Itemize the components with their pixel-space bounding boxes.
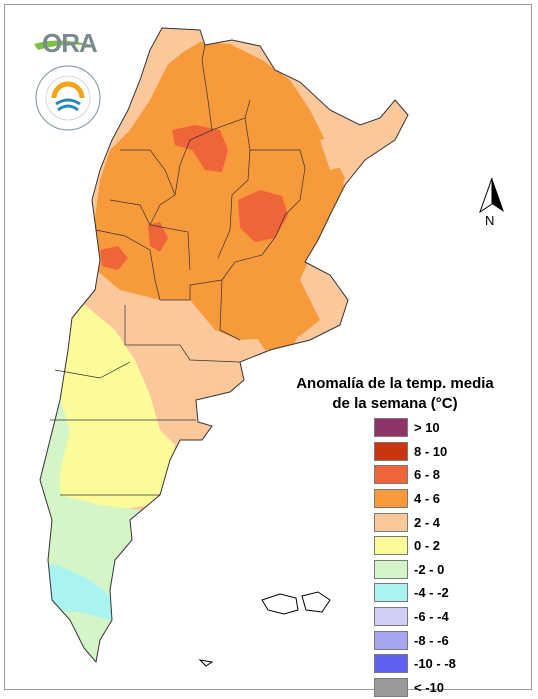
legend: > 10 8 - 10 6 - 8 4 - 6 2 - 4 0 - 2 -2 - 0 -4 -… [374, 416, 494, 699]
legend-item: -2 - 0 [374, 558, 494, 582]
legend-label: 0 - 2 [414, 538, 441, 554]
small-island [198, 659, 214, 667]
legend-item: 4 - 6 [374, 487, 494, 511]
zone-6-8-santa-fe [238, 190, 288, 242]
legend-label: 2 - 4 [414, 514, 441, 530]
zone-0-2-patagonia [45, 305, 175, 510]
legend-swatch [374, 465, 408, 485]
legend-swatch [374, 607, 408, 627]
legend-title-line2: de la semana (°C) [332, 395, 458, 412]
smn-seal-logo [35, 65, 101, 131]
legend-label: -10 - -8 [414, 656, 456, 672]
legend-item: -6 - -4 [374, 605, 494, 629]
zone-4-6-east [290, 170, 350, 250]
legend-item: -4 - -2 [374, 581, 494, 605]
zone-6-8-san-juan [100, 246, 128, 270]
province-borders [50, 44, 306, 496]
legend-label: -2 - 0 [414, 561, 445, 577]
legend-label: 8 - 10 [414, 443, 448, 459]
legend-label: -8 - -6 [414, 632, 449, 648]
legend-label: 4 - 6 [414, 491, 441, 507]
legend-title: Anomalía de la temp. media de la semana … [290, 374, 500, 414]
legend-swatch [374, 654, 408, 674]
legend-item: -10 - -8 [374, 652, 494, 676]
legend-swatch [374, 677, 408, 697]
legend-swatch [374, 630, 408, 650]
ora-logo-text: ORA [42, 28, 98, 58]
ora-leaf-icon [34, 40, 96, 50]
legend-item: 0 - 2 [374, 534, 494, 558]
legend-item: < -10 [374, 676, 494, 699]
legend-swatch [374, 583, 408, 603]
zone-4-6-north [92, 42, 345, 340]
legend-item: 6 - 8 [374, 463, 494, 487]
legend-item: > 10 [374, 416, 494, 440]
legend-item: 2 - 4 [374, 510, 494, 534]
legend-swatch [374, 489, 408, 509]
legend-label: < -10 [414, 679, 444, 695]
legend-swatch [374, 512, 408, 532]
zone-6-8-tucuman [172, 125, 228, 172]
legend-label: -6 - -4 [414, 609, 449, 625]
legend-swatch [374, 418, 408, 438]
legend-label: > 10 [414, 420, 440, 436]
falkland-islands [261, 591, 331, 615]
north-arrow [479, 177, 504, 214]
legend-label: 6 - 8 [414, 467, 441, 483]
legend-swatch [374, 441, 408, 461]
zone-2-4-ne [320, 108, 400, 170]
zone-6-8-la-rioja [148, 222, 168, 252]
legend-title-line1: Anomalía de la temp. media [296, 375, 494, 392]
legend-item: -8 - -6 [374, 628, 494, 652]
legend-swatch [374, 559, 408, 579]
legend-label: -4 - -2 [414, 585, 449, 601]
legend-item: 8 - 10 [374, 440, 494, 464]
legend-swatch [374, 536, 408, 556]
north-label: N [485, 213, 495, 228]
zone-4-6-buenos-aires [255, 328, 300, 350]
